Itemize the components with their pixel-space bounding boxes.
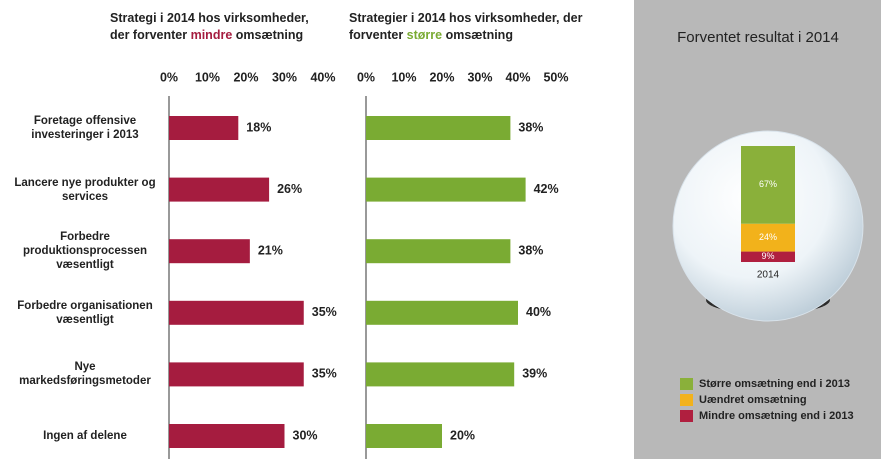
bar (366, 362, 515, 387)
bar (169, 362, 304, 387)
value-label: 35% (312, 305, 337, 319)
value-label: 67% (759, 179, 777, 189)
x-tick-label: 40% (505, 70, 530, 84)
bar (169, 239, 250, 264)
x-tick-label: 20% (429, 70, 454, 84)
category-label: Forbedre organisationen væsentligt (17, 299, 153, 326)
bar (366, 177, 526, 202)
value-label: 30% (293, 428, 318, 442)
value-label: 35% (312, 367, 337, 381)
x-tick-label: 50% (543, 70, 568, 84)
value-label: 9% (761, 251, 774, 261)
value-label: 24% (759, 232, 777, 242)
x-tick-label: 30% (467, 70, 492, 84)
legend-swatch (680, 378, 693, 390)
x-tick-label: 30% (272, 70, 297, 84)
category-label: Lancere nye produkter og services (14, 176, 156, 203)
legend-swatch (680, 394, 693, 406)
legend-swatch (680, 410, 693, 422)
bar (366, 239, 511, 264)
bar-segment (741, 146, 795, 224)
x-tick-label: 40% (310, 70, 335, 84)
bar (169, 177, 270, 202)
legend-label: Mindre omsætning end i 2013 (699, 410, 854, 422)
bar (169, 424, 285, 448)
value-label: 40% (526, 305, 551, 319)
panel-title: Forventet resultat i 2014 (677, 29, 839, 46)
bar (366, 300, 518, 325)
category-label: Nye markedsføringsmetoder (19, 361, 151, 388)
x-tick-label: 0% (357, 70, 375, 84)
bar (169, 300, 304, 325)
bar (366, 116, 511, 140)
value-label: 38% (518, 243, 543, 257)
x-tick-label: 10% (391, 70, 416, 84)
value-label: 26% (277, 182, 302, 196)
panel-title: Strategier i 2014 hos virksomheder, der f… (349, 11, 583, 42)
category-label: Forbedre produktionsprocessen væsentligt (23, 231, 147, 272)
x-tick-label: 10% (195, 70, 220, 84)
bar (169, 116, 239, 140)
legend-label: Større omsætning end i 2013 (699, 378, 850, 390)
category-label: Foretage offensive investeringer i 2013 (31, 115, 139, 141)
panel-title: Strategi i 2014 hos virksomheder, der for… (110, 11, 309, 42)
value-label: 38% (518, 120, 543, 134)
value-label: 42% (534, 182, 559, 196)
bar (366, 424, 442, 448)
bar-segment (741, 223, 795, 252)
value-label: 21% (258, 243, 283, 257)
value-label: 39% (522, 367, 547, 381)
category-label: 2014 (757, 270, 780, 281)
value-label: 20% (450, 428, 475, 442)
x-tick-label: 0% (160, 70, 178, 84)
value-label: 18% (246, 120, 271, 134)
legend-label: Uændret omsætning (699, 394, 807, 406)
bar-segment (741, 251, 795, 262)
category-label: Ingen af delene (43, 430, 127, 442)
x-tick-label: 20% (233, 70, 258, 84)
